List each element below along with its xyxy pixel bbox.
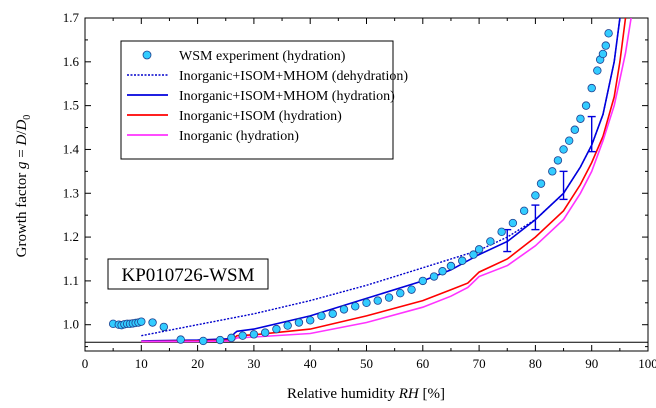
- y-axis-title: Growth factor g = D/D0: [14, 115, 33, 258]
- y-tick-label: 1.2: [63, 229, 79, 244]
- data-point: [396, 288, 405, 298]
- data-point: [531, 191, 540, 200]
- data-point: [548, 167, 557, 176]
- legend: WSM experiment (hydration) Inorganic+ISOM…: [120, 40, 408, 160]
- data-point: [564, 136, 574, 145]
- data-point: [469, 250, 478, 259]
- data-point: [317, 311, 326, 321]
- y-tick-label: 1.5: [63, 98, 79, 113]
- legend-box: [120, 40, 394, 160]
- data-point: [553, 156, 563, 165]
- data-point: [328, 309, 337, 318]
- y-tick-label: 1.7: [63, 10, 80, 25]
- data-point: [159, 322, 169, 332]
- data-point: [283, 321, 292, 330]
- x-tick-label: 10: [135, 356, 148, 371]
- data-point: [272, 324, 281, 334]
- x-tick-label: 30: [247, 356, 260, 371]
- legend-label: Inorganic+ISOM+MHOM (hydration): [179, 89, 395, 104]
- x-tick-label: 20: [191, 356, 204, 371]
- x-tick-label: 60: [416, 356, 429, 371]
- data-point: [438, 267, 447, 276]
- data-point: [570, 125, 580, 134]
- y-tick-label: 1.0: [63, 317, 79, 332]
- data-point: [384, 293, 394, 302]
- data-point: [176, 335, 185, 344]
- x-tick-label: 70: [473, 356, 486, 371]
- y-tick-label: 1.1: [63, 273, 79, 288]
- data-point: [294, 318, 304, 327]
- legend-label: Inorganic+ISOM+MHOM (dehydration): [179, 69, 408, 84]
- x-axis-title: Relative humidity RH [%]: [287, 386, 445, 402]
- data-point: [148, 318, 157, 327]
- y-tick-label: 1.4: [63, 141, 80, 156]
- data-point: [351, 302, 360, 311]
- data-point: [536, 179, 546, 188]
- data-point: [418, 276, 427, 286]
- data-point: [373, 296, 382, 305]
- data-point: [260, 328, 270, 337]
- data-point: [497, 227, 506, 237]
- x-tick-label: 0: [82, 356, 89, 371]
- data-point: [362, 298, 371, 308]
- data-point: [519, 206, 529, 215]
- x-tick-label: 100: [638, 356, 656, 371]
- data-point: [238, 331, 247, 340]
- error-bars: [503, 115, 596, 253]
- y-tick-label: 1.6: [63, 54, 80, 69]
- data-point: [474, 245, 484, 254]
- annotation-box: [107, 258, 269, 290]
- data-point: [306, 316, 315, 325]
- data-point: [508, 218, 518, 228]
- data-point: [601, 41, 610, 50]
- legend-label: Inorganic (hydration): [179, 129, 299, 144]
- data-point: [458, 256, 467, 265]
- data-point: [559, 145, 568, 154]
- data-point: [486, 237, 495, 246]
- axis-ticks: 0 10 20 30 40 50 60 70 80 90 100 1.0 1.1 1.2 1.3 1.4 1.5…: [63, 10, 656, 371]
- x-tick-label: 50: [360, 356, 373, 371]
- data-point: [429, 272, 439, 281]
- data-point: [215, 335, 225, 345]
- legend-label: WSM experiment (hydration): [179, 49, 346, 64]
- experiment-markers: [108, 29, 613, 346]
- legend-marker: [142, 50, 152, 60]
- data-point: [137, 317, 146, 326]
- annotation-label: KP010726-WSM: [121, 265, 254, 286]
- x-tick-label: 80: [529, 356, 542, 371]
- data-point: [598, 49, 608, 59]
- data-point: [581, 101, 591, 110]
- data-point: [604, 29, 613, 38]
- data-point: [199, 336, 208, 346]
- data-point: [339, 305, 349, 314]
- legend-label: Inorganic+ISOM (hydration): [179, 109, 342, 124]
- data-point: [593, 66, 602, 75]
- data-point: [249, 330, 259, 339]
- data-point: [446, 261, 456, 271]
- data-point: [576, 114, 585, 123]
- y-tick-label: 1.3: [63, 185, 79, 200]
- data-point: [407, 285, 416, 294]
- x-tick-label: 40: [304, 356, 317, 371]
- data-point: [587, 83, 596, 93]
- x-tick-label: 90: [585, 356, 598, 371]
- data-point: [227, 333, 236, 343]
